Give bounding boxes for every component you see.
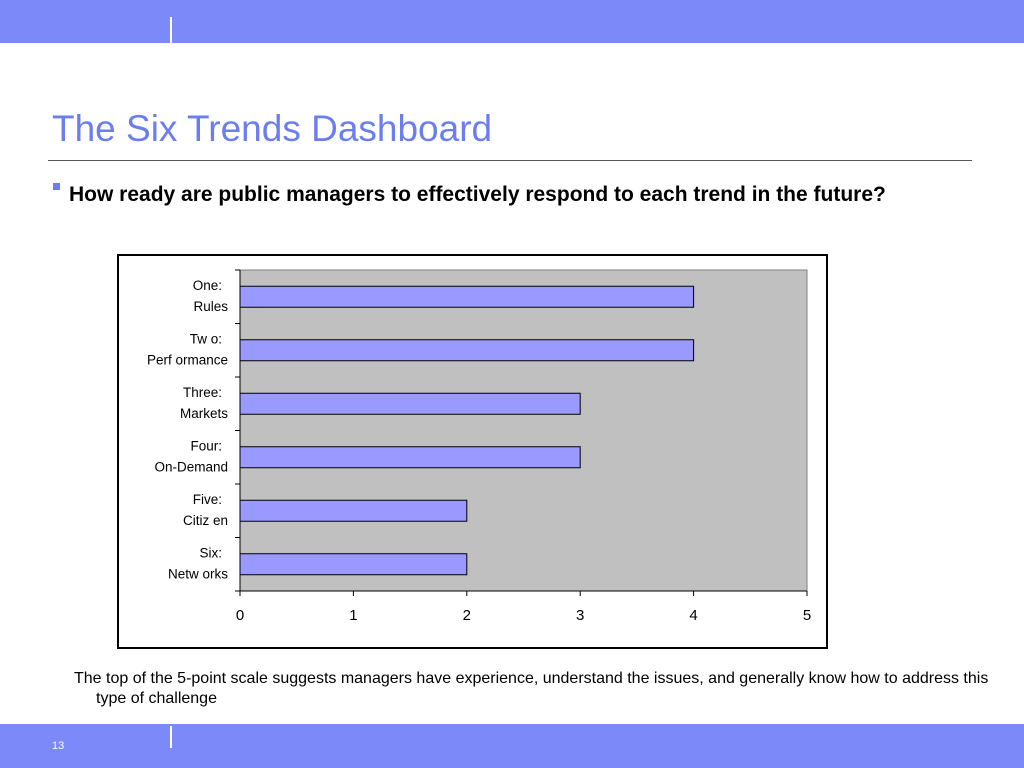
x-tick-label: 4 (689, 607, 697, 624)
bottom-banner-divider (170, 726, 172, 748)
x-tick-label: 2 (463, 607, 471, 624)
title-underline (48, 160, 972, 161)
bar-1 (239, 285, 695, 308)
x-tick-label: 1 (349, 607, 357, 624)
slide-title: The Six Trends Dashboard (52, 108, 493, 149)
top-banner (0, 0, 1024, 43)
category-label: Three: Markets (180, 385, 228, 421)
page-number: 13 (52, 740, 65, 752)
category-label: Four: On-Demand (154, 438, 228, 474)
bullet-question: How ready are public managers to effecti… (69, 183, 886, 206)
bar-2 (239, 339, 695, 362)
bar-3 (239, 392, 581, 415)
bullet-square-icon (53, 183, 60, 190)
x-tick-label: 0 (236, 607, 244, 624)
bar-chart: 0 1 2 3 4 5 One: Rules Tw o: Perf ormance Three: Ma… (147, 269, 811, 624)
plot-area (239, 269, 808, 592)
category-label: Six: Netw orks (168, 545, 228, 581)
bar-6 (239, 553, 468, 576)
chart-frame: 0 1 2 3 4 5 One: Rules Tw o: Perf ormance Three: Ma… (117, 254, 828, 649)
chart-caption: The top of the 5-point scale suggests ma… (74, 670, 989, 707)
category-label: Five: Citiz en (183, 492, 228, 528)
bar-4 (239, 446, 581, 469)
bar-5 (239, 499, 468, 522)
category-label: Tw o: Perf ormance (147, 331, 228, 367)
x-tick-label: 5 (803, 607, 811, 624)
category-label: One: Rules (193, 278, 229, 314)
bottom-banner (0, 724, 1024, 768)
x-tick-label: 3 (576, 607, 584, 624)
top-banner-divider (170, 17, 172, 43)
